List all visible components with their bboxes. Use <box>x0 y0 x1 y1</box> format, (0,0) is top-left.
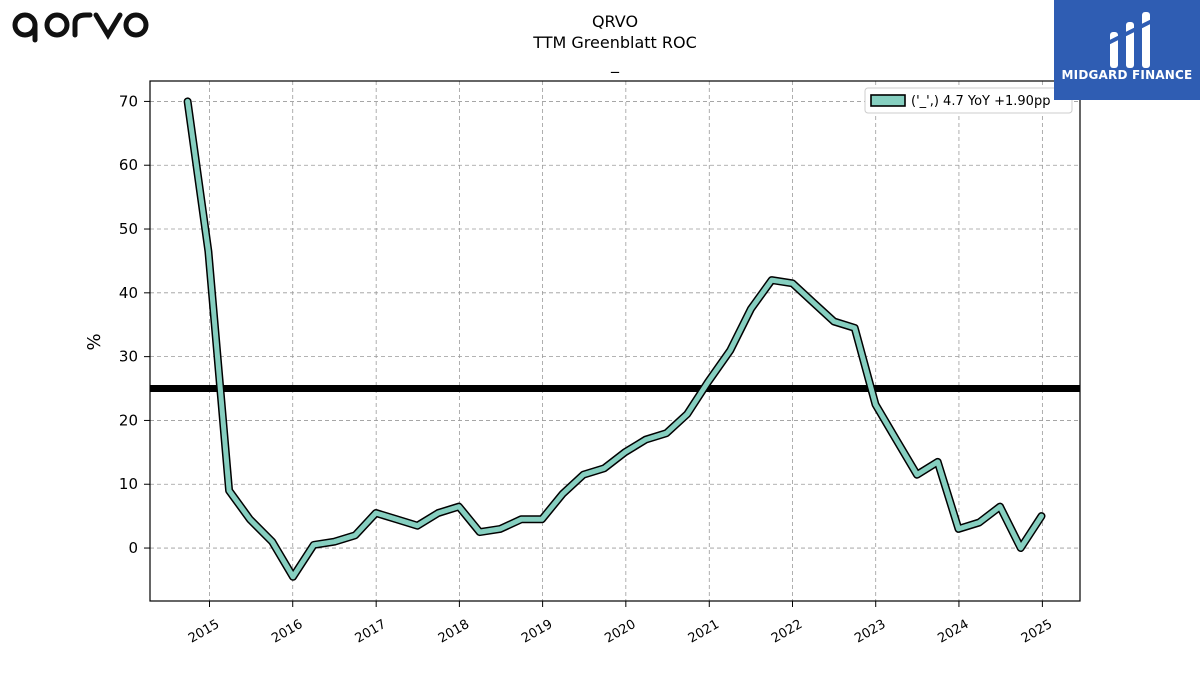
y-axis: 0 10 20 30 40 50 60 70 <box>119 92 150 557</box>
x-tick-label: 2016 <box>269 617 305 647</box>
legend-label: ('_',) 4.7 YoY +1.90pp <box>911 94 1050 109</box>
x-tick-label: 2018 <box>436 617 472 647</box>
y-tick-label: 70 <box>119 92 138 110</box>
legend: ('_',) 4.7 YoY +1.90pp <box>864 87 1073 114</box>
legend-box <box>864 87 1073 114</box>
x-tick-label: 2019 <box>519 617 555 647</box>
y-tick-label: 10 <box>119 475 138 493</box>
y-tick-label: 50 <box>119 220 138 238</box>
x-tick-label: 2023 <box>852 617 888 647</box>
x-tick-label: 2022 <box>769 617 805 647</box>
x-tick-label: 2020 <box>602 617 638 647</box>
y-tick-label: 20 <box>119 411 138 429</box>
badge-label: MIDGARD FINANCE <box>1061 68 1193 82</box>
qorvo-logo <box>8 6 153 44</box>
x-tick-label: 2025 <box>1019 617 1055 647</box>
legend-swatch <box>870 94 906 107</box>
chart-title-line-2: TTM Greenblatt ROC <box>532 33 697 52</box>
x-tick-label: 2024 <box>935 617 971 647</box>
y-tick-label: 60 <box>119 156 138 174</box>
grid-lines <box>150 81 1080 601</box>
x-axis: 2015 2016 2017 2018 2019 2020 2021 2022 2023 2024… <box>186 601 1055 646</box>
y-tick-label: 0 <box>128 539 138 557</box>
series-group <box>183 97 1046 581</box>
midgard-finance-badge: MIDGARD FINANCE <box>1054 0 1200 100</box>
x-tick-label: 2015 <box>186 617 222 647</box>
midgard-emblem-icon <box>1105 12 1155 68</box>
plot-frame <box>149 80 1081 602</box>
series-line <box>185 98 1044 580</box>
y-axis-label: % <box>84 333 105 350</box>
y-tick-label: 30 <box>119 348 138 366</box>
x-tick-label: 2017 <box>353 617 389 647</box>
x-tick-label: 2021 <box>686 617 722 647</box>
chart-title-line-1: QRVO <box>592 12 638 31</box>
chart-title-line-3: _ <box>610 54 620 74</box>
series-line-outline <box>183 97 1046 581</box>
y-tick-label: 40 <box>119 284 138 302</box>
